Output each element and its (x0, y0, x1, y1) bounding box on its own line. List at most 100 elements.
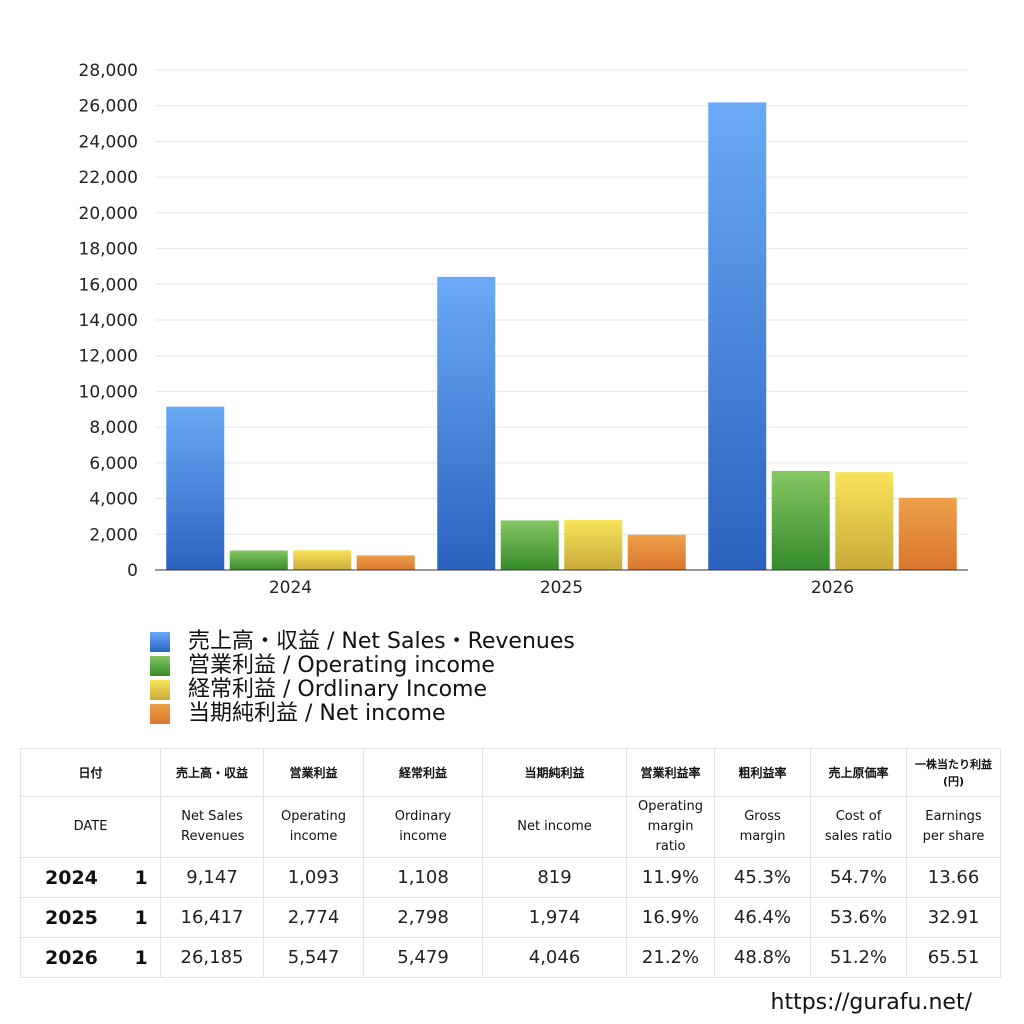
bar-operating-2026 (771, 470, 830, 570)
financial-table: 日付 売上高・収益 営業利益 経常利益 当期純利益 営業利益率 粗利益率 売上原… (19, 748, 1002, 978)
y-tick-label: 6,000 (89, 454, 138, 474)
bars (166, 102, 957, 571)
cell-cost-ratio: 53.6% (810, 897, 908, 938)
table-header-jp: 日付 売上高・収益 営業利益 経常利益 当期純利益 営業利益率 粗利益率 売上原… (19, 748, 1002, 797)
cell-ordinary: 1,108 (363, 857, 484, 898)
legend-item-revenue: 売上高・収益 / Net Sales・Revenues (150, 630, 575, 654)
table-header-en: DATE Net Sales Revenues Operating income… (19, 796, 1002, 858)
cell-operating: 2,774 (263, 897, 365, 938)
cell-net: 1,974 (482, 897, 628, 938)
bar-revenue-2025 (437, 276, 496, 570)
bar-revenue-2024 (166, 406, 225, 570)
y-tick-label: 16,000 (79, 275, 138, 295)
header-sales-en: Net Sales Revenues (160, 796, 265, 858)
table-row: 2026 1 26,185 5,547 5,479 4,046 21.2% 48.8% 51.2… (20, 937, 1002, 978)
header-ordinary-jp: 経常利益 (363, 748, 484, 797)
cell-net: 819 (482, 857, 628, 898)
cell-gross-margin: 48.8% (714, 937, 812, 978)
header-net-en: Net income (482, 796, 628, 858)
cell-op-margin: 11.9% (626, 857, 716, 898)
x-tick-label: 2025 (540, 578, 583, 598)
legend-item-operating: 営業利益 / Operating income (150, 654, 575, 678)
cell-eps: 65.51 (906, 937, 1002, 978)
legend-label: 営業利益 / Operating income (188, 653, 495, 678)
cell-cost-ratio: 51.2% (810, 937, 908, 978)
legend-item-net: 当期純利益 / Net income (150, 702, 575, 726)
x-tick-label: 2024 (269, 578, 312, 598)
header-gross-margin-jp: 粗利益率 (714, 748, 812, 797)
header-date-jp: 日付 (19, 748, 162, 797)
cell-gross-margin: 45.3% (714, 857, 812, 898)
y-tick-label: 4,000 (89, 490, 138, 510)
y-tick-label: 20,000 (79, 204, 138, 224)
legend-item-ordinary: 経常利益 / Ordlinary Income (150, 678, 575, 702)
cell-year: 2024 (20, 857, 121, 898)
site-url: https://gurafu.net/ (770, 990, 973, 1015)
header-eps-jp: 一株当たり利益(円) (906, 748, 1002, 797)
header-sales-jp: 売上高・収益 (160, 748, 265, 797)
header-op-margin-jp: 営業利益率 (626, 748, 716, 797)
legend-label: 売上高・収益 / Net Sales・Revenues (188, 629, 575, 654)
header-date-en: DATE (19, 796, 162, 858)
bar-revenue-2026 (708, 102, 767, 571)
y-tick-label: 0 (127, 561, 138, 581)
header-cost-ratio-jp: 売上原価率 (810, 748, 908, 797)
y-axis-ticks: 0 2,000 4,000 6,000 8,000 10,000 12,000 14,000 1… (79, 61, 138, 581)
legend-swatch-revenue (150, 632, 170, 652)
cell-quarter: 1 (120, 857, 162, 898)
header-gross-margin-en: Gross margin (714, 796, 812, 858)
legend-swatch-ordinary (150, 680, 170, 700)
cell-year: 2025 (20, 897, 121, 938)
cell-quarter: 1 (120, 897, 162, 938)
grid-lines (155, 69, 968, 535)
y-tick-label: 8,000 (89, 418, 138, 438)
legend: 売上高・収益 / Net Sales・Revenues 営業利益 / Opera… (150, 630, 575, 726)
cell-sales: 26,185 (160, 937, 265, 978)
header-operating-jp: 営業利益 (263, 748, 365, 797)
bar-operating-2025 (500, 520, 559, 570)
x-tick-label: 2026 (811, 578, 854, 598)
table-row: 2024 1 9,147 1,093 1,108 819 11.9% 45.3% 54.7% 13… (20, 857, 1002, 898)
cell-op-margin: 16.9% (626, 897, 716, 938)
bar-ordinary-2026 (835, 472, 894, 570)
y-tick-label: 14,000 (79, 311, 138, 331)
header-ordinary-en: Ordinary income (363, 796, 484, 858)
cell-sales: 16,417 (160, 897, 265, 938)
cell-ordinary: 5,479 (363, 937, 484, 978)
header-op-margin-en: Operating margin ratio (626, 796, 716, 858)
y-tick-label: 24,000 (79, 132, 138, 152)
cell-gross-margin: 46.4% (714, 897, 812, 938)
bar-chart: 0 2,000 4,000 6,000 8,000 10,000 12,000 14,000 1… (79, 61, 968, 598)
cell-sales: 9,147 (160, 857, 265, 898)
cell-cost-ratio: 54.7% (810, 857, 908, 898)
cell-ordinary: 2,798 (363, 897, 484, 938)
header-operating-en: Operating income (263, 796, 365, 858)
cell-year: 2026 (20, 937, 121, 978)
legend-label: 経常利益 / Ordlinary Income (188, 677, 487, 702)
cell-quarter: 1 (120, 937, 162, 978)
cell-operating: 5,547 (263, 937, 365, 978)
legend-label: 当期純利益 / Net income (188, 701, 446, 726)
bar-net-2024 (356, 555, 415, 570)
cell-eps: 13.66 (906, 857, 1002, 898)
y-tick-label: 10,000 (79, 382, 138, 402)
bar-ordinary-2024 (293, 550, 352, 570)
header-eps-en: Earnings per share (906, 796, 1002, 858)
bar-net-2025 (627, 534, 686, 570)
header-cost-ratio-en: Cost of sales ratio (810, 796, 908, 858)
cell-eps: 32.91 (906, 897, 1002, 938)
y-tick-label: 18,000 (79, 240, 138, 260)
y-tick-label: 26,000 (79, 97, 138, 117)
cell-op-margin: 21.2% (626, 937, 716, 978)
y-tick-label: 22,000 (79, 168, 138, 188)
header-net-jp: 当期純利益 (482, 748, 628, 797)
bar-net-2026 (898, 497, 957, 570)
bar-operating-2024 (229, 550, 288, 570)
y-tick-label: 12,000 (79, 347, 138, 367)
table-body: 2024 1 9,147 1,093 1,108 819 11.9% 45.3% 54.7% 13… (20, 857, 1002, 978)
x-axis-ticks: 2024 2025 2026 (269, 578, 854, 598)
table-row: 2025 1 16,417 2,774 2,798 1,974 16.9% 46.4% 53.6… (20, 897, 1002, 938)
cell-net: 4,046 (482, 937, 628, 978)
legend-swatch-operating (150, 656, 170, 676)
y-tick-label: 28,000 (79, 61, 138, 81)
